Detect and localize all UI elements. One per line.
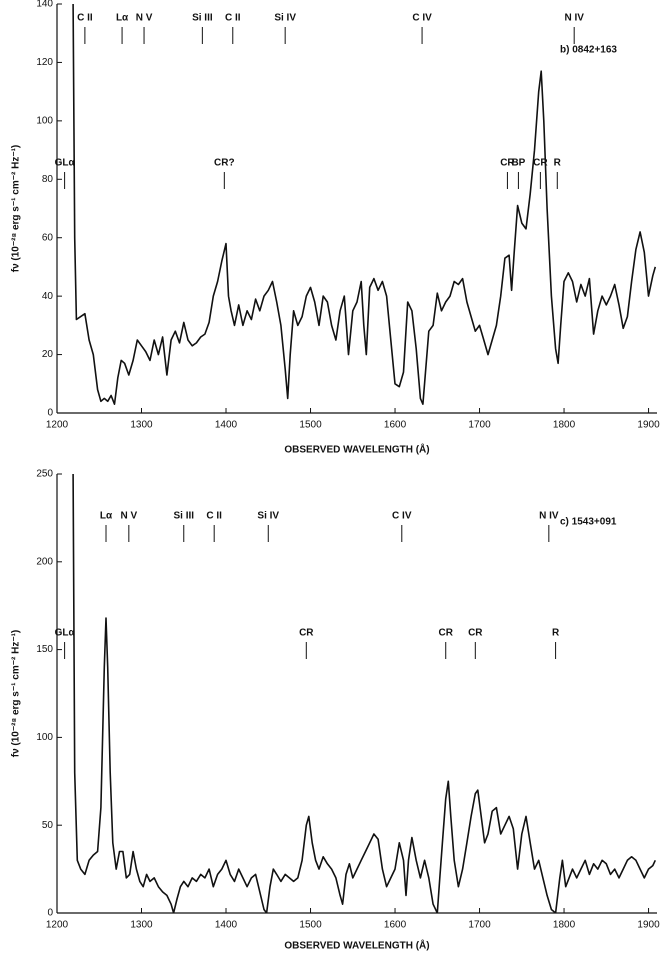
feature-label: BP — [511, 158, 525, 169]
y-tick-label: 0 — [47, 408, 53, 419]
y-tick-label: 250 — [36, 469, 53, 480]
panel-label: b) 0842+163 — [560, 45, 617, 56]
x-tick-label: 1400 — [215, 920, 238, 931]
feature-label: CR — [533, 158, 548, 169]
line-id-label: N V — [120, 511, 137, 522]
feature-label: CR — [299, 628, 314, 639]
feature-label: GLα — [55, 158, 76, 169]
y-tick-label: 100 — [36, 732, 53, 743]
feature-label: CR — [500, 158, 515, 169]
feature-label: CR? — [214, 158, 235, 169]
line-id-label: Si III — [173, 511, 194, 522]
x-tick-label: 1700 — [468, 420, 491, 431]
y-tick-label: 20 — [42, 349, 54, 360]
line-id-label: N IV — [564, 13, 584, 24]
x-tick-label: 1900 — [637, 920, 660, 931]
x-tick-label: 1500 — [299, 420, 322, 431]
spectrum-line — [72, 474, 657, 913]
x-tick-label: 1600 — [384, 920, 407, 931]
y-axis-label: fν (10⁻²⁸ erg s⁻¹ cm⁻² Hz⁻¹) — [11, 145, 22, 273]
x-tick-label: 1400 — [215, 420, 238, 431]
y-tick-label: 100 — [36, 115, 53, 126]
line-id-label: Si IV — [257, 511, 279, 522]
y-tick-label: 140 — [36, 0, 53, 10]
y-tick-label: 0 — [47, 908, 53, 919]
line-id-label: C II — [225, 13, 241, 24]
y-tick-label: 120 — [36, 57, 53, 68]
x-tick-label: 1900 — [637, 420, 660, 431]
x-tick-label: 1800 — [553, 420, 576, 431]
y-tick-label: 60 — [42, 232, 54, 243]
line-id-label: C IV — [392, 511, 412, 522]
x-tick-label: 1800 — [553, 920, 576, 931]
line-id-label: C II — [77, 13, 93, 24]
x-tick-label: 1500 — [299, 920, 322, 931]
x-tick-label: 1600 — [384, 420, 407, 431]
y-tick-label: 40 — [42, 291, 54, 302]
y-axis-label: fν (10⁻²⁸ erg s⁻¹ cm⁻² Hz⁻¹) — [11, 630, 22, 758]
x-tick-label: 1300 — [130, 420, 153, 431]
line-id-label: N V — [136, 13, 153, 24]
x-axis-label: OBSERVED WAVELENGTH (Å) — [284, 443, 429, 456]
line-id-label: C IV — [412, 13, 432, 24]
y-tick-label: 80 — [42, 174, 54, 185]
x-axis-label: OBSERVED WAVELENGTH (Å) — [284, 939, 429, 952]
panel-label: c) 1543+091 — [560, 517, 617, 528]
line-id-label: Lα — [116, 13, 129, 24]
spectrum-line — [72, 4, 657, 405]
line-id-label: C II — [206, 511, 222, 522]
line-id-label: Si IV — [274, 13, 296, 24]
x-tick-label: 1200 — [46, 920, 69, 931]
y-tick-label: 150 — [36, 644, 53, 655]
x-tick-label: 1200 — [46, 420, 69, 431]
feature-label: GLα — [55, 628, 76, 639]
x-tick-label: 1300 — [130, 920, 153, 931]
feature-label: CR — [439, 628, 454, 639]
feature-label: R — [554, 158, 562, 169]
feature-label: CR — [468, 628, 483, 639]
y-tick-label: 200 — [36, 556, 53, 567]
line-id-label: N IV — [539, 511, 559, 522]
line-id-label: Lα — [100, 511, 113, 522]
feature-label: R — [552, 628, 560, 639]
line-id-label: Si III — [192, 13, 213, 24]
x-tick-label: 1700 — [468, 920, 491, 931]
y-tick-label: 50 — [42, 820, 54, 831]
